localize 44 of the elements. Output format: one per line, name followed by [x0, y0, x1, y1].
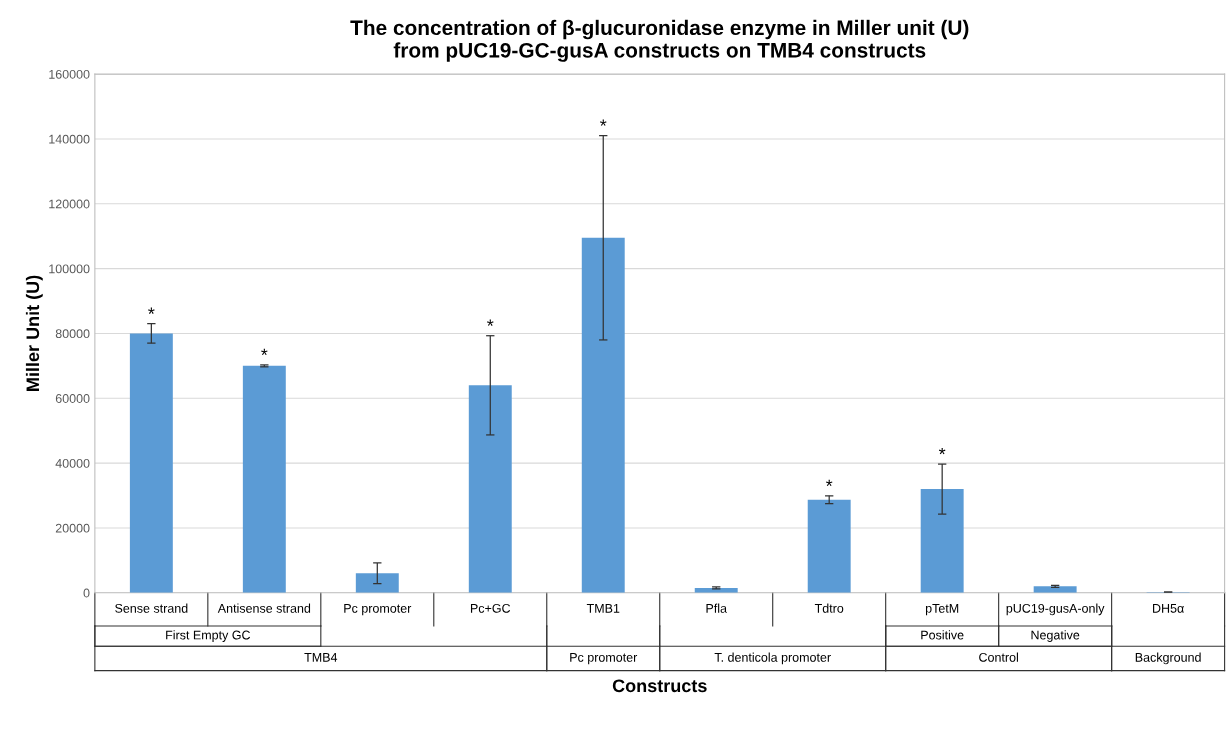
- x-tick-label: pTetM: [925, 604, 959, 616]
- text: First Empty GC: [166, 630, 251, 642]
- y-tick-label: 60000: [55, 394, 90, 403]
- annotation: *: [487, 319, 494, 326]
- x-tick-label: DH5α: [1153, 604, 1184, 613]
- y-axis-title: Miller Unit (U): [25, 275, 43, 391]
- y-tick-label: 120000: [49, 199, 90, 209]
- x-tick-label: Tdtro: [814, 603, 844, 613]
- chart-title: The concentration of β-glucuronidase enzyme in Miller unit (U) from pUC19-GC-gusA constructs on TMB4 constructs: [350, 19, 969, 62]
- x-axis-title: Constructs: [612, 679, 707, 693]
- y-tick-label: 140000: [49, 134, 90, 144]
- x-tick-label: Pc+GC: [470, 603, 511, 613]
- text: Pc promoter: [570, 653, 638, 665]
- text: Background: [1135, 652, 1201, 665]
- x-tick-label: TMB1: [586, 604, 620, 613]
- bar: [920, 489, 964, 593]
- x-tick-label: Pc promoter: [344, 604, 412, 616]
- x-tick-label: Sense strand: [115, 603, 188, 613]
- y-tick-label: 20000: [55, 523, 90, 533]
- y-tick-label: 80000: [55, 329, 90, 339]
- bar: [807, 499, 851, 593]
- annotation: *: [825, 479, 833, 487]
- text: Positive: [921, 630, 964, 640]
- bar: [468, 385, 512, 593]
- bar: [1033, 586, 1077, 593]
- y-tick-label: 40000: [55, 458, 90, 468]
- annotation: *: [148, 307, 155, 314]
- x-tick-label: Antisense strand: [217, 603, 311, 613]
- bar: [581, 237, 625, 593]
- text: Negative: [1031, 630, 1080, 642]
- bar: [129, 333, 173, 593]
- bar: [355, 573, 399, 593]
- bar: [242, 365, 286, 593]
- x-tick-label: pUC19-gusA-only: [1006, 603, 1105, 616]
- text: T. denticola promoter: [714, 652, 831, 665]
- y-tick-label: 160000: [49, 69, 90, 79]
- y-tick-label: 0: [83, 588, 90, 598]
- text: TMB4: [304, 653, 338, 662]
- text: Control: [979, 652, 1018, 662]
- annotation: *: [938, 447, 946, 455]
- x-tick-label: Pfla: [706, 603, 727, 613]
- annotation: *: [261, 348, 268, 356]
- annotation: *: [600, 119, 607, 126]
- y-tick-label: 100000: [49, 264, 90, 274]
